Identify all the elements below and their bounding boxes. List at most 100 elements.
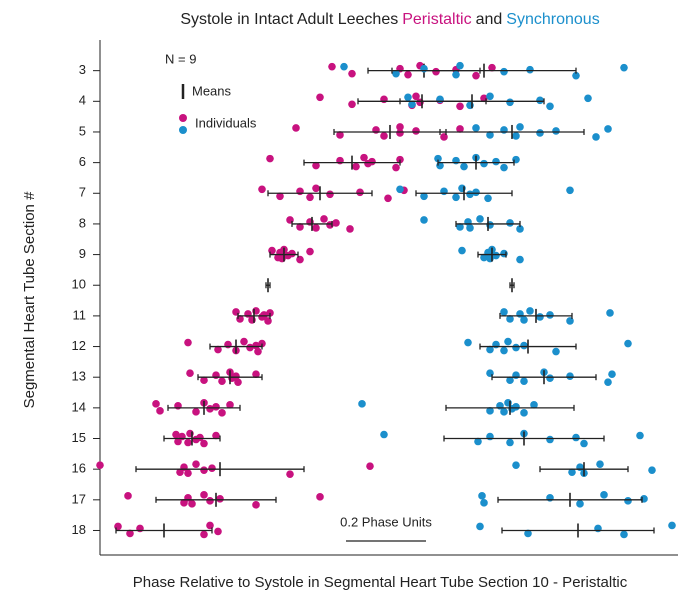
individual-point bbox=[466, 190, 474, 199]
individual-point bbox=[458, 246, 466, 255]
individual-point bbox=[506, 98, 514, 107]
individual-point bbox=[620, 63, 628, 72]
y-tick-label: 6 bbox=[79, 154, 86, 169]
individual-point bbox=[566, 372, 574, 381]
y-tick-label: 8 bbox=[79, 215, 86, 230]
individual-point bbox=[500, 249, 508, 258]
individual-point bbox=[252, 501, 260, 509]
individual-point bbox=[348, 69, 356, 78]
x-axis-label: Phase Relative to Systole in Segmental H… bbox=[133, 574, 628, 591]
individual-point bbox=[500, 408, 508, 416]
individual-point bbox=[576, 500, 584, 508]
individual-point bbox=[500, 126, 508, 134]
y-tick-label: 14 bbox=[72, 399, 86, 414]
individual-point bbox=[200, 376, 208, 385]
individual-point bbox=[212, 371, 220, 380]
individual-point bbox=[206, 521, 214, 530]
individual-point bbox=[326, 190, 334, 199]
individual-point bbox=[196, 433, 204, 442]
individual-point bbox=[286, 470, 294, 478]
individual-point bbox=[640, 495, 648, 503]
y-tick-label: 15 bbox=[72, 430, 86, 445]
individual-point bbox=[516, 123, 524, 131]
individual-point bbox=[286, 216, 294, 224]
individual-point bbox=[464, 338, 472, 347]
individual-point bbox=[408, 100, 416, 109]
individual-point bbox=[246, 343, 254, 352]
individual-point bbox=[396, 129, 404, 137]
individual-point bbox=[506, 376, 514, 385]
individual-point bbox=[546, 494, 554, 502]
individual-point bbox=[260, 311, 268, 319]
individual-point bbox=[604, 378, 612, 387]
y-axis-label: Segmental Heart Tube Section # bbox=[21, 191, 38, 408]
individual-point bbox=[240, 337, 248, 346]
individual-point bbox=[472, 71, 480, 80]
individual-point bbox=[336, 131, 344, 139]
individual-point bbox=[212, 403, 220, 411]
individual-point bbox=[384, 194, 392, 203]
individual-point bbox=[296, 255, 304, 264]
individual-point bbox=[358, 400, 366, 408]
individual-point bbox=[520, 377, 528, 386]
individual-point bbox=[486, 92, 494, 101]
individual-point bbox=[476, 215, 484, 223]
individual-point bbox=[432, 67, 440, 76]
individual-point bbox=[472, 124, 480, 132]
individual-point bbox=[312, 184, 320, 193]
individual-point bbox=[404, 93, 412, 102]
individual-point bbox=[592, 133, 600, 141]
individual-point bbox=[526, 307, 534, 315]
individual-point bbox=[412, 127, 420, 135]
individual-point bbox=[216, 495, 224, 503]
individual-point bbox=[332, 219, 340, 227]
individual-point bbox=[316, 93, 324, 102]
individual-point bbox=[546, 311, 554, 319]
individual-point bbox=[552, 347, 560, 356]
y-tick-label: 13 bbox=[72, 369, 86, 384]
individual-point bbox=[504, 337, 512, 346]
individual-point bbox=[572, 71, 580, 80]
individual-point bbox=[156, 407, 164, 415]
y-tick-label: 16 bbox=[72, 461, 86, 476]
individual-point bbox=[392, 69, 400, 78]
individual-point bbox=[456, 102, 464, 111]
individual-point bbox=[566, 317, 574, 325]
individual-point bbox=[306, 193, 314, 202]
individual-point bbox=[420, 216, 428, 224]
individual-point bbox=[506, 438, 514, 447]
individual-point bbox=[356, 188, 364, 197]
individual-point bbox=[316, 493, 324, 501]
individual-point bbox=[512, 371, 520, 380]
individual-point bbox=[258, 185, 266, 194]
individual-point bbox=[174, 402, 182, 410]
y-tick-label: 17 bbox=[72, 491, 86, 506]
title-series: Peristaltic bbox=[402, 11, 471, 28]
individual-point bbox=[486, 369, 494, 378]
individual-point bbox=[512, 132, 520, 140]
individual-point bbox=[524, 529, 532, 538]
individual-point bbox=[252, 341, 260, 350]
individual-point bbox=[536, 313, 544, 321]
individual-point bbox=[568, 468, 576, 476]
individual-point bbox=[624, 497, 632, 505]
individual-point bbox=[516, 255, 524, 264]
individual-point bbox=[480, 159, 488, 168]
individual-point bbox=[126, 529, 134, 538]
legend-label: Means bbox=[192, 83, 232, 98]
individual-point bbox=[186, 369, 194, 378]
individual-point bbox=[188, 500, 196, 508]
individual-point bbox=[368, 157, 376, 166]
scale-bar-label: 0.2 Phase Units bbox=[340, 514, 432, 529]
individual-point bbox=[620, 530, 628, 539]
individual-point bbox=[546, 102, 554, 111]
individual-point bbox=[184, 338, 192, 347]
individual-point bbox=[472, 188, 480, 197]
individual-point bbox=[172, 430, 180, 439]
individual-point bbox=[184, 438, 192, 447]
individual-point bbox=[600, 491, 608, 499]
individual-point bbox=[648, 466, 656, 474]
individual-point bbox=[224, 340, 232, 349]
individual-point bbox=[178, 432, 186, 441]
individual-point bbox=[486, 407, 494, 415]
